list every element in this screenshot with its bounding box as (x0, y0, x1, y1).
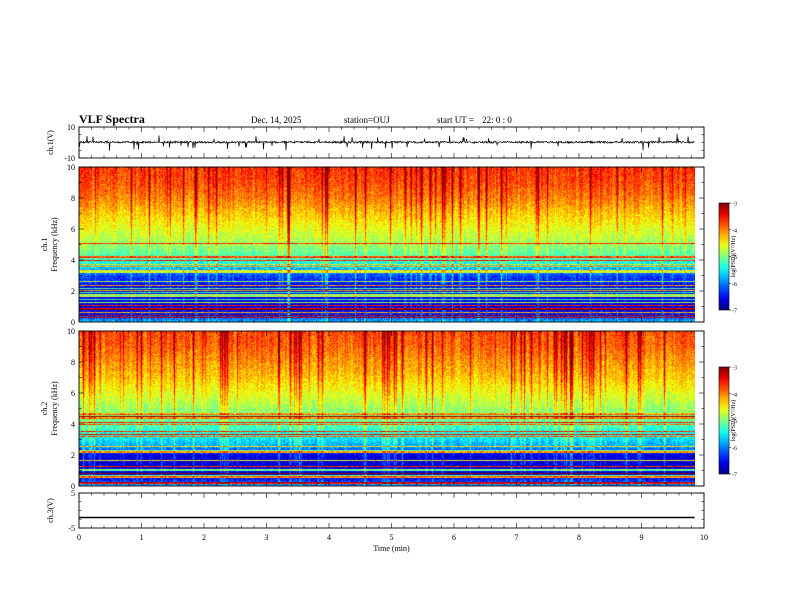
x-tick-label: 7 (515, 533, 519, 542)
x-tick-label: 10 (700, 533, 708, 542)
y-tick-label: 10 (67, 163, 75, 172)
colorbar-tick-label: -7 (732, 473, 737, 479)
x-tick-label: 9 (640, 533, 644, 542)
y-tick-label: -5 (68, 524, 75, 533)
x-tick-label: 8 (577, 533, 581, 542)
x-tick-label: 0 (77, 533, 81, 542)
x-tick-label: 5 (390, 533, 394, 542)
figure-title: VLF Spectra (79, 112, 145, 126)
y-tick-label: 0 (71, 318, 75, 327)
y-tick-label: 8 (71, 194, 75, 203)
station-label: station=OUJ (344, 115, 390, 125)
y-axis-label: ch.1(V) (46, 130, 55, 155)
colorbar-2 (718, 366, 730, 475)
spectrogram-image-2 (79, 331, 695, 486)
y-axis-label: Frequency (kHz) (50, 217, 59, 272)
colorbar-tick-label: -3 (732, 366, 737, 372)
y-tick-label: 4 (71, 256, 75, 265)
y-tick-label: 10 (67, 123, 75, 132)
colorbar-tick-label: -5 (732, 255, 737, 261)
colorbar-tick-label: -6 (732, 282, 737, 288)
y-tick-label: 10 (67, 327, 75, 336)
start-ut-prefix: start UT = (437, 115, 474, 125)
spectrogram-image-1 (79, 167, 695, 322)
y-tick-label: -10 (64, 154, 75, 163)
date-label: Dec. 14, 2025 (251, 115, 302, 125)
colorbar-tick-label: -4 (732, 228, 737, 234)
y-tick-label: 6 (71, 389, 75, 398)
colorbar-tick-label: -7 (732, 309, 737, 315)
y-tick-label: 2 (71, 287, 75, 296)
colorbar-tick-label: -5 (732, 419, 737, 425)
x-tick-label: 4 (327, 533, 331, 542)
colorbar-tick-label: -4 (732, 392, 737, 398)
colorbar-tick-label: -3 (732, 202, 737, 208)
x-axis-label: Time (min) (373, 544, 410, 553)
colorbar-tick-label: -6 (732, 446, 737, 452)
colorbar-1 (718, 202, 730, 311)
start-ut-value: 22: 0 : 0 (482, 115, 512, 125)
panel-frame-3 (78, 492, 705, 529)
x-tick-label: 3 (265, 533, 269, 542)
y-axis-channel-label: ch.1 (40, 238, 49, 252)
y-axis-label: ch.3(V) (46, 498, 55, 523)
colorbar-label: log(PSD)(V²/Hz) (730, 236, 737, 277)
y-axis-label: Frequency (kHz) (50, 381, 59, 436)
x-tick-label: 1 (140, 533, 144, 542)
x-tick-label: 6 (452, 533, 456, 542)
colorbar-label: log(PSD)(V²/Hz) (730, 400, 737, 441)
y-tick-label: 0 (71, 482, 75, 491)
ch1-waveform-trace (78, 133, 695, 151)
y-tick-label: 5 (71, 489, 75, 498)
start-time-label: start UT = 22: 0 : 0 (437, 115, 512, 125)
y-axis-channel-label: ch.2 (40, 402, 49, 416)
y-tick-label: 4 (71, 420, 75, 429)
y-tick-label: 8 (71, 358, 75, 367)
x-tick-label: 2 (202, 533, 206, 542)
y-tick-label: 6 (71, 225, 75, 234)
y-tick-label: 2 (71, 451, 75, 460)
